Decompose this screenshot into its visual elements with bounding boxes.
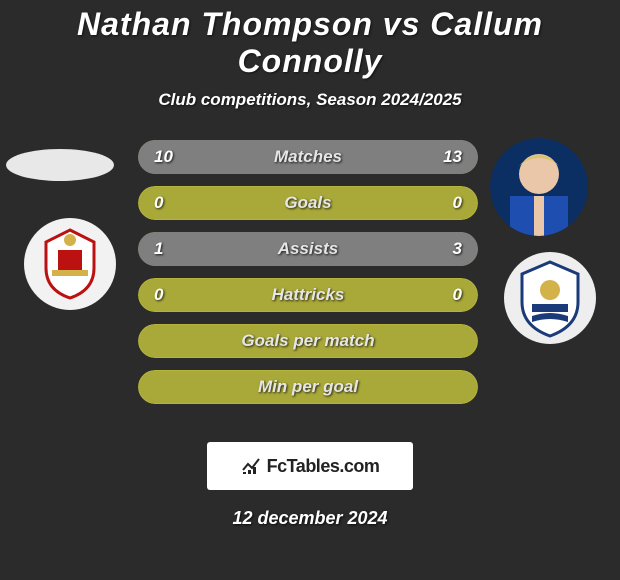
stat-row: Goals00 xyxy=(138,186,478,220)
stat-value-right: 0 xyxy=(453,186,462,220)
stat-bar-right xyxy=(223,232,478,266)
stat-bar-left xyxy=(138,232,223,266)
branding-badge: FcTables.com xyxy=(207,442,413,490)
stat-value-right: 13 xyxy=(443,140,462,174)
club-left-crest xyxy=(22,216,118,312)
stat-value-left: 0 xyxy=(154,186,163,220)
player-left-avatar xyxy=(6,138,114,192)
stat-value-left: 1 xyxy=(154,232,163,266)
player-right-avatar xyxy=(490,138,588,236)
stat-value-left: 0 xyxy=(154,278,163,312)
branding-text: FcTables.com xyxy=(267,456,380,477)
stat-value-right: 3 xyxy=(453,232,462,266)
date-line: 12 december 2024 xyxy=(0,508,620,529)
club-right-crest xyxy=(502,250,598,346)
stat-row: Min per goal xyxy=(138,370,478,404)
stat-row: Goals per match xyxy=(138,324,478,358)
stat-row: Matches1013 xyxy=(138,140,478,174)
page-title: Nathan Thompson vs Callum Connolly xyxy=(0,0,620,80)
branding-icon xyxy=(241,456,261,476)
stats-area: Matches1013Goals00Assists13Hattricks00Go… xyxy=(0,138,620,428)
stat-value-right: 0 xyxy=(453,278,462,312)
stat-bars: Matches1013Goals00Assists13Hattricks00Go… xyxy=(138,140,478,416)
stat-row: Hattricks00 xyxy=(138,278,478,312)
stat-row: Assists13 xyxy=(138,232,478,266)
subtitle: Club competitions, Season 2024/2025 xyxy=(0,90,620,110)
infographic-root: Nathan Thompson vs Callum Connolly Club … xyxy=(0,0,620,580)
stat-value-left: 10 xyxy=(154,140,173,174)
